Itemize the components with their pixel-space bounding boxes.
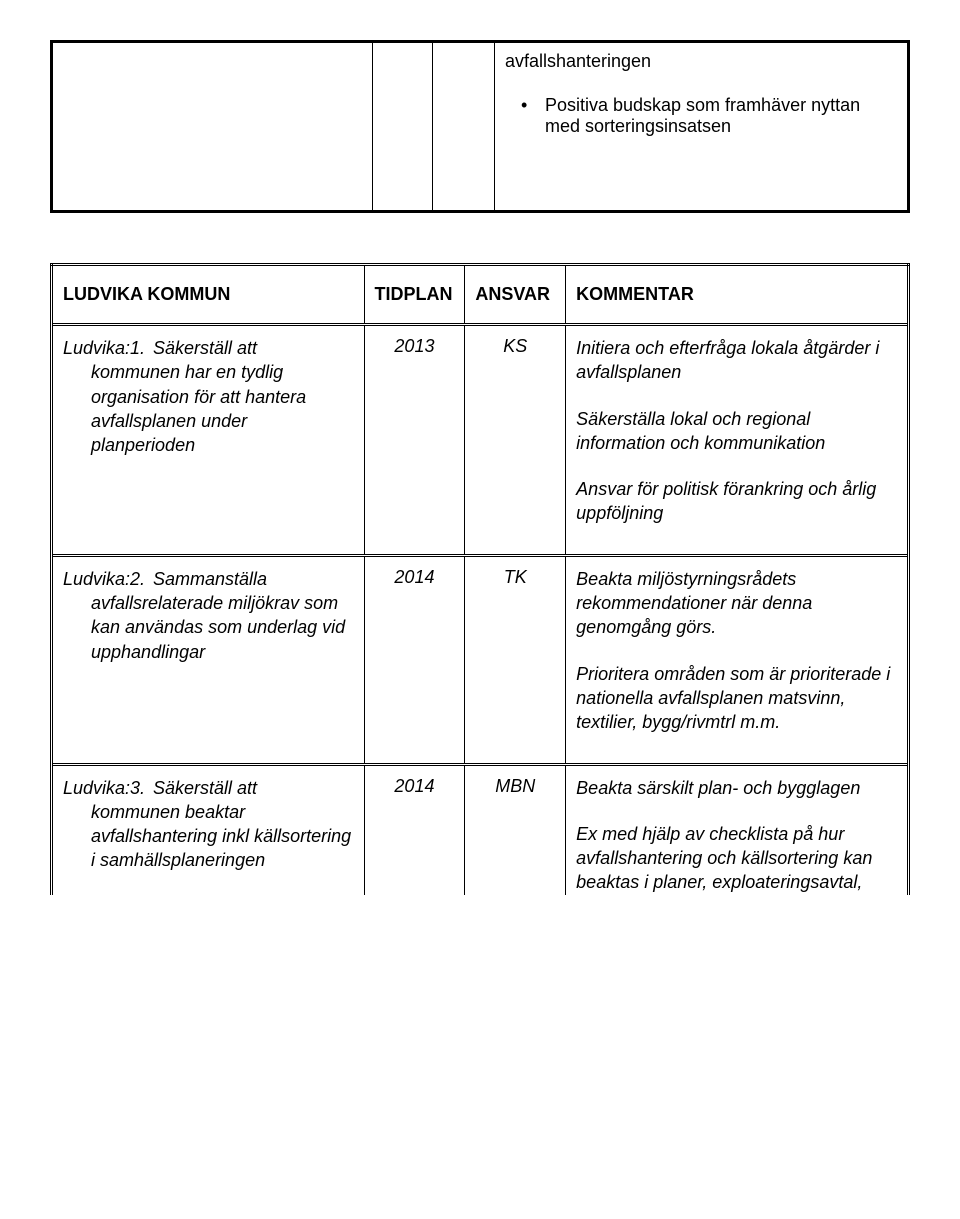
row2-kommentar-cell: Beakta miljöstyrningsrådets rekommendati… <box>566 557 909 763</box>
top-text-line1: avfallshanteringen <box>505 49 897 73</box>
top-cell-3: avfallshanteringen Positiva budskap som … <box>494 42 908 212</box>
row1-ansvar: KS <box>465 326 566 554</box>
row3-title-cell: Ludvika:3.Säkerställ att kommunen beakta… <box>52 766 365 895</box>
row2-k2: Prioritera områden som är prioriterade i… <box>576 662 897 735</box>
row3-ansvar: MBN <box>465 766 566 895</box>
row2-label: Ludvika:2. <box>63 567 153 591</box>
header-kommun: LUDVIKA KOMMUN <box>52 265 365 324</box>
main-table: LUDVIKA KOMMUN TIDPLAN ANSVAR KOMMENTAR … <box>50 263 910 895</box>
row3-kommentar-cell: Beakta särskilt plan- och bygglagen Ex m… <box>566 766 909 895</box>
row1-k3: Ansvar för politisk förankring och årlig… <box>576 477 897 526</box>
row3-label: Ludvika:3. <box>63 776 153 800</box>
top-cell-2 <box>432 42 494 212</box>
row3-title-body: kommunen beaktar avfallshantering inkl k… <box>63 800 354 873</box>
row1-k2: Säkerställa lokal och regional informati… <box>576 407 897 456</box>
top-row: avfallshanteringen Positiva budskap som … <box>52 42 909 212</box>
row3-k1: Beakta särskilt plan- och bygglagen <box>576 776 897 800</box>
header-ansvar: ANSVAR <box>465 265 566 324</box>
row-ludvika-1: Ludvika:1.Säkerställ att kommunen har en… <box>52 326 909 554</box>
top-fragment-table: avfallshanteringen Positiva budskap som … <box>50 40 910 213</box>
row3-title-start: Säkerställ att <box>153 778 257 798</box>
row1-k1: Initiera och efterfråga lokala åtgärder … <box>576 336 897 385</box>
row2-k1: Beakta miljöstyrningsrådets rekommendati… <box>576 567 897 640</box>
top-bullet-item: Positiva budskap som framhäver nyttan me… <box>505 95 897 137</box>
header-row: LUDVIKA KOMMUN TIDPLAN ANSVAR KOMMENTAR <box>52 265 909 324</box>
row1-tidplan: 2013 <box>364 326 465 554</box>
row3-k2: Ex med hjälp av checklista på hur avfall… <box>576 822 897 895</box>
row2-tidplan: 2014 <box>364 557 465 763</box>
row1-title-body: kommunen har en tydlig organisation för … <box>63 360 354 457</box>
row-ludvika-3: Ludvika:3.Säkerställ att kommunen beakta… <box>52 766 909 895</box>
row2-title-start: Sammanställa <box>153 569 267 589</box>
top-cell-0 <box>52 42 373 212</box>
row1-title-start: Säkerställ att <box>153 338 257 358</box>
row1-title-cell: Ludvika:1.Säkerställ att kommunen har en… <box>52 326 365 554</box>
top-bullet-text: Positiva budskap som framhäver nyttan me… <box>545 95 860 136</box>
row3-tidplan: 2014 <box>364 766 465 895</box>
row1-label: Ludvika:1. <box>63 336 153 360</box>
header-tidplan: TIDPLAN <box>364 265 465 324</box>
row2-title-cell: Ludvika:2.Sammanställa avfallsrelaterade… <box>52 557 365 763</box>
row2-ansvar: TK <box>465 557 566 763</box>
row-ludvika-2: Ludvika:2.Sammanställa avfallsrelaterade… <box>52 557 909 763</box>
top-cell-1 <box>372 42 432 212</box>
row2-title-body: avfallsrelaterade miljökrav som kan anvä… <box>63 591 354 664</box>
row1-kommentar-cell: Initiera och efterfråga lokala åtgärder … <box>566 326 909 554</box>
header-kommentar: KOMMENTAR <box>566 265 909 324</box>
